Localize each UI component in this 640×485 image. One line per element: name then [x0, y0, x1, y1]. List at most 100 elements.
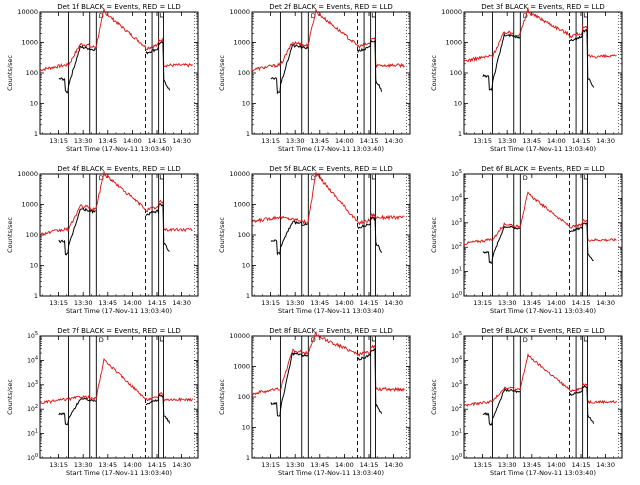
- y-tick-label-exp: 5: [35, 331, 38, 337]
- events-series-line: [58, 41, 171, 94]
- y-tick-label: 10: [242, 262, 250, 270]
- marker-bracket: [371, 175, 376, 180]
- x-tick-label: 13:30: [286, 299, 305, 307]
- marker-label: D: [311, 12, 316, 20]
- detector-panel-7: Det 7f BLACK = Events, RED = LLD10010110…: [6, 327, 199, 477]
- x-tick-label: 14:30: [172, 461, 191, 469]
- y-tick-label: 10000: [17, 8, 38, 16]
- x-tick-label: 14:15: [360, 137, 379, 145]
- x-tick-label: 13:15: [261, 461, 280, 469]
- y-tick-label: 102: [451, 404, 462, 413]
- lld-series-line: [463, 6, 617, 63]
- y-tick-label: 1: [34, 130, 38, 138]
- x-tick-label: 13:45: [522, 137, 541, 145]
- marker-label: D: [99, 336, 104, 344]
- y-tick-label-exp: 0: [35, 453, 38, 459]
- x-tick-label: 14:00: [123, 299, 142, 307]
- y-tick-label-exp: 2: [35, 404, 38, 410]
- plot-title: Det 4f BLACK = Events, RED = LLD: [57, 165, 180, 173]
- plot-frame: [39, 335, 199, 459]
- y-axis-label: Counts/sec: [430, 55, 438, 91]
- x-tick-label: 13:30: [498, 299, 517, 307]
- plot-frame: [251, 11, 411, 135]
- events-series-line: [270, 216, 383, 256]
- y-tick-label: 100: [450, 69, 462, 77]
- y-tick-label: 100: [238, 231, 250, 239]
- plot-title: Det 2f BLACK = Events, RED = LLD: [269, 3, 392, 11]
- y-tick-label: 101: [451, 267, 462, 276]
- detector-panel-1: Det 1f BLACK = Events, RED = LLD 1 10 100 10…: [6, 3, 199, 153]
- y-tick-label: 105: [27, 331, 38, 340]
- y-tick-label: 1000: [445, 39, 462, 47]
- x-tick-label: 14:30: [596, 137, 615, 145]
- y-tick-label: 100: [451, 453, 462, 462]
- x-axis-label: Start Time (17-Nov-11 13:03:40): [490, 307, 596, 315]
- x-tick-label: 13:15: [49, 137, 68, 145]
- detector-panel-6: Det 6f BLACK = Events, RED = LLD10010110…: [430, 165, 623, 315]
- marker-bracket: [583, 13, 588, 18]
- y-axis-label: Counts/sec: [6, 55, 14, 91]
- x-tick-label: 13:15: [49, 299, 68, 307]
- plot-title: Det 6f BLACK = Events, RED = LLD: [481, 165, 604, 173]
- x-tick-label: 14:15: [360, 299, 379, 307]
- x-tick-label: 13:45: [522, 461, 541, 469]
- y-tick-label: 105: [451, 169, 462, 178]
- x-axis-label: Start Time (17-Nov-11 13:03:40): [66, 307, 172, 315]
- y-tick-label: 10: [454, 100, 462, 108]
- x-tick-label: 13:30: [74, 461, 93, 469]
- y-tick-label-exp: 1: [459, 429, 462, 435]
- marker-label: D: [99, 12, 104, 20]
- detector-panel-2: Det 2f BLACK = Events, RED = LLD 1 10 100 10…: [218, 3, 411, 153]
- x-tick-label: 14:30: [384, 137, 403, 145]
- y-tick-label: 10000: [441, 8, 462, 16]
- plot-frame: [463, 335, 623, 459]
- y-tick-label: 100: [26, 231, 38, 239]
- marker-bracket: [159, 13, 164, 18]
- x-axis-label: Start Time (17-Nov-11 13:03:40): [490, 145, 596, 153]
- x-tick-label: 14:30: [596, 461, 615, 469]
- y-tick-label-exp: 0: [459, 291, 462, 297]
- y-axis-label: Counts/sec: [218, 379, 226, 415]
- events-series-line: [58, 394, 171, 426]
- marker-label: D: [99, 174, 104, 182]
- x-tick-label: 14:00: [547, 461, 566, 469]
- x-tick-label: 14:30: [384, 299, 403, 307]
- x-axis-label: Start Time (17-Nov-11 13:03:40): [66, 469, 172, 477]
- x-tick-label: 14:00: [335, 461, 354, 469]
- plot-frame: [39, 11, 199, 135]
- y-tick-label: 1: [246, 292, 250, 300]
- plot-frame: [463, 11, 623, 135]
- marker-bracket: [583, 337, 588, 342]
- y-tick-label: 1000: [233, 39, 250, 47]
- y-tick-label: 101: [451, 429, 462, 438]
- events-series-line: [58, 203, 170, 256]
- y-tick-label: 101: [27, 429, 38, 438]
- y-axis-label: Counts/sec: [430, 379, 438, 415]
- lld-series-line: [251, 331, 405, 396]
- plot-title: Det 8f BLACK = Events, RED = LLD: [269, 327, 392, 335]
- y-tick-label: 10000: [229, 332, 250, 340]
- plot-frame: [39, 173, 199, 297]
- lld-series-line: [39, 7, 193, 72]
- y-tick-label: 102: [451, 242, 462, 251]
- y-tick-label: 104: [27, 355, 38, 364]
- lld-series-line: [251, 172, 405, 226]
- y-tick-label: 10: [242, 100, 250, 108]
- plot-title: Det 1f BLACK = Events, RED = LLD: [57, 3, 180, 11]
- plot-title: Det 3f BLACK = Events, RED = LLD: [481, 3, 604, 11]
- y-axis-label: Counts/sec: [218, 217, 226, 253]
- y-tick-label: 104: [451, 193, 462, 202]
- marker-label: D: [311, 174, 316, 182]
- x-tick-label: 14:00: [335, 299, 354, 307]
- y-tick-label-exp: 4: [459, 193, 462, 199]
- marker-bracket: [159, 175, 164, 180]
- marker-bracket: [583, 175, 588, 180]
- y-tick-label: 10000: [229, 8, 250, 16]
- y-tick-label-exp: 1: [459, 267, 462, 273]
- y-axis-label: Counts/sec: [218, 55, 226, 91]
- x-tick-label: 14:15: [148, 299, 167, 307]
- x-tick-label: 14:15: [148, 461, 167, 469]
- x-tick-label: 14:00: [547, 299, 566, 307]
- events-series-line: [482, 28, 595, 92]
